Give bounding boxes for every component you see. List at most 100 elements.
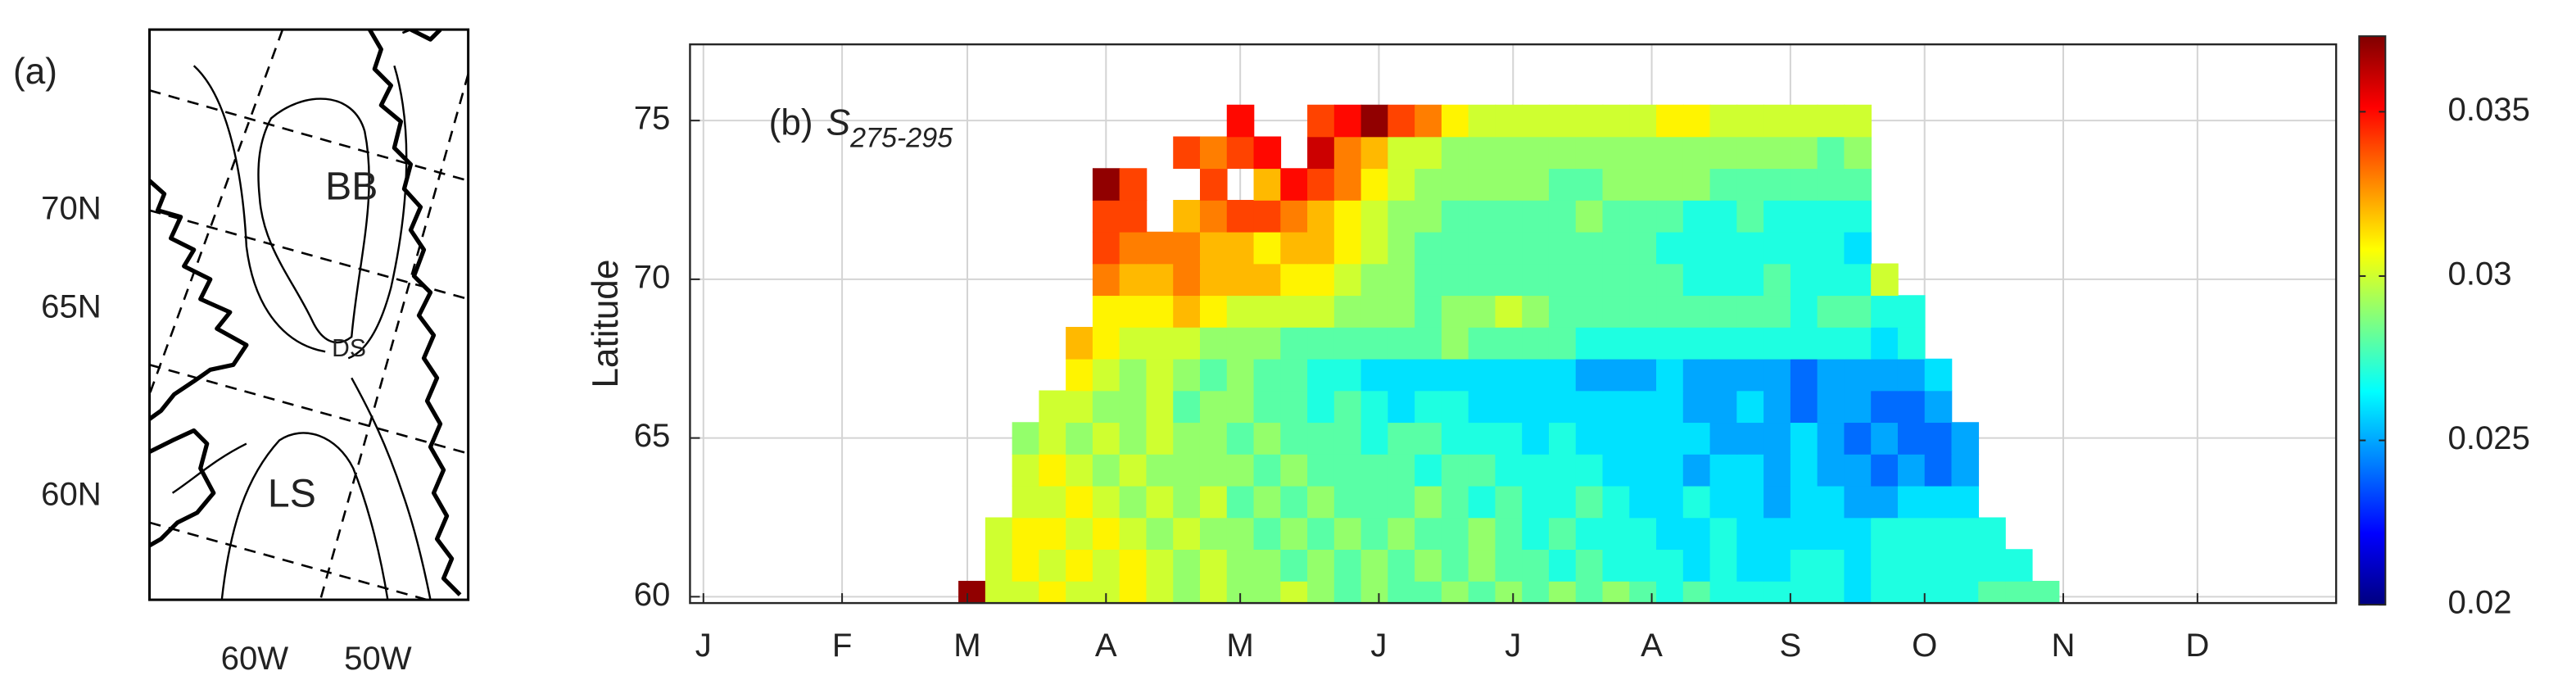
heatmap-cell xyxy=(1790,358,1818,392)
heatmap-cell xyxy=(1039,422,1066,455)
heatmap-cell xyxy=(1173,453,1201,487)
heatmap-cell xyxy=(1656,549,1684,582)
heatmap-cell xyxy=(1871,390,1899,424)
heatmap-cell xyxy=(1817,453,1845,487)
heatmap-cell xyxy=(1307,390,1335,424)
heatmap-cell xyxy=(1817,200,1845,233)
heatmap-cell xyxy=(1602,422,1631,455)
x-tick-label: J xyxy=(1370,628,1387,664)
heatmap-cell xyxy=(1602,295,1631,328)
heatmap-cell xyxy=(1415,263,1442,297)
heatmap-cell xyxy=(1280,327,1308,360)
heatmap-cell xyxy=(1602,263,1631,297)
heatmap-cell xyxy=(1360,104,1389,138)
heatmap-cell xyxy=(1226,104,1255,138)
lon-label: 50W xyxy=(344,641,412,677)
heatmap-cell xyxy=(1790,453,1818,487)
heatmap-cell xyxy=(1441,168,1469,201)
heatmap-cell xyxy=(1280,422,1308,455)
heatmap-cell xyxy=(1736,136,1764,170)
heatmap-cell xyxy=(1092,485,1120,519)
lat-label: 65N xyxy=(41,289,102,325)
heatmap-cell xyxy=(1199,168,1228,201)
heatmap-cell xyxy=(1146,517,1175,551)
heatmap-cell xyxy=(1709,231,1738,265)
heatmap-cell xyxy=(1066,422,1093,455)
heatmap-cell xyxy=(1388,580,1415,604)
heatmap-cell xyxy=(1897,358,1926,392)
heatmap-cell xyxy=(1709,580,1738,604)
heatmap-cell xyxy=(1146,263,1175,297)
heatmap-cell xyxy=(1226,453,1255,487)
heatmap-cell xyxy=(1307,295,1335,328)
heatmap-cell xyxy=(1682,136,1711,170)
heatmap-cell xyxy=(1817,549,1845,582)
heatmap-cell xyxy=(1012,485,1040,519)
heatmap-cell xyxy=(1092,295,1120,328)
heatmap-cell xyxy=(1709,453,1738,487)
heatmap-cell xyxy=(1415,200,1442,233)
heatmap-cell xyxy=(1360,136,1389,170)
heatmap-cell xyxy=(1307,231,1335,265)
heatmap-cell xyxy=(1388,168,1415,201)
heatmap-cell xyxy=(1092,517,1120,551)
heatmap-cell xyxy=(1656,485,1684,519)
heatmap-cell xyxy=(1415,485,1442,519)
heatmap-cell xyxy=(1763,390,1791,424)
heatmap-cell xyxy=(1173,580,1201,604)
heatmap-cell xyxy=(1548,327,1577,360)
heatmap-cell xyxy=(1173,517,1201,551)
heatmap-cell xyxy=(1844,104,1872,138)
heatmap-cell xyxy=(1682,453,1711,487)
heatmap-cell xyxy=(1736,327,1764,360)
heatmap-cell xyxy=(1736,517,1764,551)
heatmap-cell xyxy=(1092,549,1120,582)
heatmap-cell xyxy=(1817,422,1845,455)
heatmap-cell xyxy=(1119,390,1148,424)
heatmap-cell xyxy=(1629,358,1657,392)
heatmap-cell xyxy=(1173,136,1201,170)
heatmap-cell xyxy=(1333,422,1362,455)
heatmap-cell xyxy=(1629,200,1657,233)
heatmap-cell xyxy=(1817,231,1845,265)
heatmap-cell xyxy=(1548,200,1577,233)
heatmap-cell xyxy=(1388,104,1415,138)
heatmap-cell xyxy=(1253,327,1282,360)
heatmap-cell xyxy=(1897,453,1926,487)
heatmap-cell xyxy=(1682,104,1711,138)
colorbar-tick-label: 0.035 xyxy=(2448,92,2530,128)
heatmap-cell xyxy=(1709,168,1738,201)
heatmap-cell xyxy=(1575,422,1604,455)
heatmap-cell xyxy=(1092,200,1120,233)
heatmap-cell xyxy=(1656,104,1684,138)
colorbar-tick-label: 0.025 xyxy=(2448,420,2530,456)
heatmap-cell xyxy=(1548,168,1577,201)
heatmap-cell xyxy=(1575,263,1604,297)
heatmap-cell xyxy=(1629,168,1657,201)
heatmap-cell xyxy=(1951,549,1980,582)
heatmap-cell xyxy=(1951,453,1980,487)
heatmap-cell xyxy=(1468,422,1496,455)
heatmap-cell xyxy=(1253,422,1282,455)
coast-baffin xyxy=(149,179,249,421)
heatmap-cell xyxy=(1468,136,1496,170)
heatmap-cell xyxy=(1066,390,1093,424)
heatmap-cell xyxy=(1360,580,1389,604)
heatmap-cell xyxy=(1602,104,1631,138)
heatmap-cell xyxy=(1575,549,1604,582)
panel-label: (b) xyxy=(769,102,813,143)
heatmap-cell xyxy=(1548,136,1577,170)
heatmap-cell xyxy=(1388,263,1415,297)
heatmap-cell xyxy=(1709,295,1738,328)
heatmap-cell xyxy=(1602,231,1631,265)
heatmap-cell xyxy=(1468,295,1496,328)
heatmap-cell xyxy=(1790,390,1818,424)
heatmap-cell xyxy=(1844,136,1872,170)
heatmap-cell xyxy=(1146,327,1175,360)
heatmap-cell xyxy=(1039,390,1066,424)
heatmap-cell xyxy=(1066,327,1093,360)
heatmap-cell xyxy=(1280,263,1308,297)
heatmap-cell xyxy=(1763,517,1791,551)
